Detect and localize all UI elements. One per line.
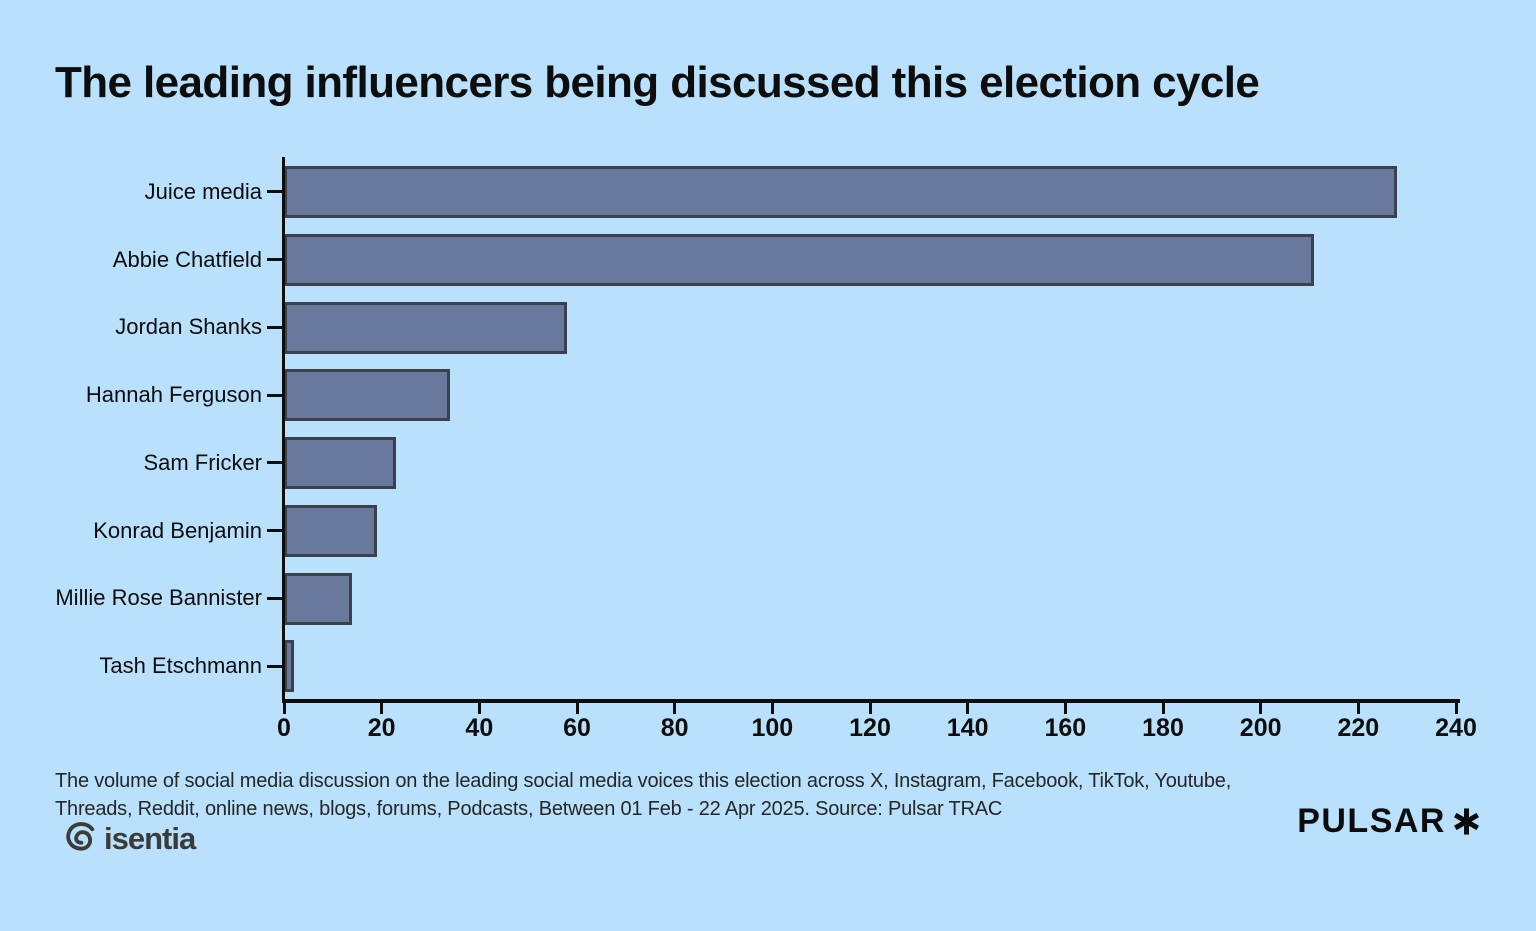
category-label: Hannah Ferguson xyxy=(85,382,262,408)
x-tick-label: 80 xyxy=(660,714,689,742)
x-tick xyxy=(966,703,970,714)
category-label: Juice media xyxy=(144,178,262,204)
x-tick-label: 20 xyxy=(367,714,396,742)
x-tick xyxy=(868,703,872,714)
x-tick xyxy=(282,703,286,714)
x-tick xyxy=(477,703,481,714)
x-tick xyxy=(1356,703,1360,714)
x-tick xyxy=(1259,703,1263,714)
x-tick-label: 220 xyxy=(1337,714,1380,742)
y-tick xyxy=(267,664,282,668)
isentia-logo: isentia xyxy=(62,820,196,857)
bar xyxy=(284,437,397,489)
x-tick-label: 160 xyxy=(1044,714,1087,742)
y-tick xyxy=(267,325,282,329)
x-tick xyxy=(1161,703,1165,714)
y-tick xyxy=(267,529,282,533)
y-tick xyxy=(267,596,282,600)
isentia-wordmark: isentia xyxy=(104,820,196,856)
bar xyxy=(284,369,451,422)
footnote-line-1: The volume of social media discussion on… xyxy=(55,770,1232,792)
x-tick-label: 120 xyxy=(849,714,891,742)
x-tick xyxy=(770,703,774,714)
x-tick-label: 180 xyxy=(1142,714,1184,742)
category-label: Konrad Benjamin xyxy=(93,517,262,543)
isentia-swirl-icon xyxy=(66,822,95,851)
chart-title: The leading influencers being discussed … xyxy=(55,58,1260,107)
bar xyxy=(284,166,1398,218)
category-label: Tash Etschmann xyxy=(99,653,262,679)
y-tick xyxy=(267,461,282,465)
category-label: Abbie Chatfield xyxy=(112,246,262,272)
category-label: Millie Rose Bannister xyxy=(55,585,262,611)
x-tick-label: 0 xyxy=(277,714,291,742)
y-tick xyxy=(267,393,282,397)
bar xyxy=(284,233,1315,286)
y-tick xyxy=(267,258,282,262)
category-label: Jordan Shanks xyxy=(115,314,262,340)
bar xyxy=(284,640,294,693)
x-tick-label: 100 xyxy=(751,714,794,742)
bar xyxy=(284,572,353,625)
x-tick xyxy=(673,703,677,714)
pulsar-asterisk-icon xyxy=(1454,808,1479,835)
y-tick xyxy=(267,190,282,194)
bar xyxy=(284,504,377,557)
footnote-line-2: Threads, Reddit, online news, blogs, for… xyxy=(55,797,1003,820)
x-tick-label: 60 xyxy=(563,714,591,742)
footnote: The volume of social media discussion on… xyxy=(55,768,1231,823)
pulsar-logo: PULSAR xyxy=(1297,802,1481,841)
x-tick-label: 140 xyxy=(946,714,989,742)
pulsar-wordmark: PULSAR xyxy=(1297,802,1446,840)
y-axis-line xyxy=(282,157,285,703)
x-tick-label: 240 xyxy=(1435,714,1477,742)
x-tick-label: 40 xyxy=(465,714,494,742)
bar xyxy=(284,301,568,354)
x-tick xyxy=(1063,703,1067,714)
x-axis-line xyxy=(282,699,1460,703)
x-tick xyxy=(575,703,579,714)
x-tick xyxy=(1454,703,1458,714)
x-tick-label: 200 xyxy=(1239,714,1282,742)
x-tick xyxy=(380,703,384,714)
category-label: Sam Fricker xyxy=(143,449,262,475)
